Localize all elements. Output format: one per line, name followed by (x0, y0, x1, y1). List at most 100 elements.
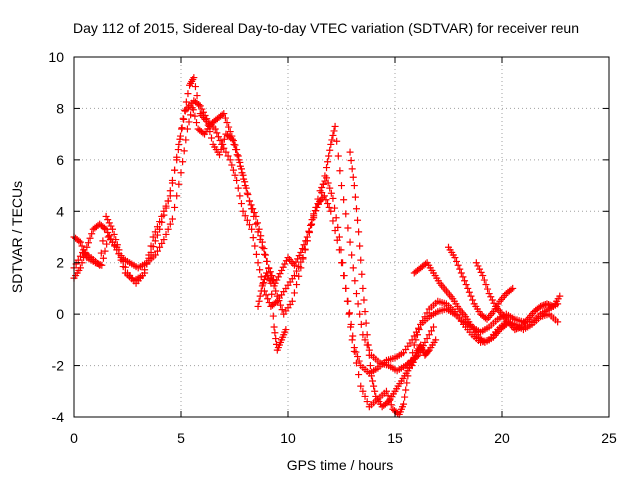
data-point (403, 379, 411, 387)
data-point (207, 134, 215, 142)
series-track-4 (254, 269, 290, 354)
data-point (265, 264, 273, 272)
data-point (409, 358, 417, 366)
data-point (480, 276, 488, 284)
data-point (257, 232, 265, 240)
data-point (281, 260, 289, 268)
series-track-1 (70, 74, 562, 418)
data-point (86, 234, 94, 242)
y-tick-label: -4 (52, 409, 65, 425)
data-point (233, 176, 241, 184)
data-point (325, 203, 333, 211)
data-point (195, 101, 203, 109)
data-point (427, 327, 435, 335)
data-point (329, 217, 337, 225)
data-point (361, 392, 369, 400)
data-point (269, 312, 277, 320)
data-point (242, 184, 250, 192)
data-point (350, 182, 358, 190)
data-point (119, 257, 127, 265)
data-point (166, 192, 174, 200)
data-point (178, 124, 186, 132)
data-point (96, 261, 104, 269)
data-point (198, 105, 206, 113)
data-point (358, 270, 366, 278)
data-point (104, 216, 112, 224)
data-point (234, 184, 242, 192)
data-point (465, 288, 473, 296)
data-point (260, 245, 268, 253)
data-point (256, 292, 264, 300)
data-point (290, 261, 298, 269)
data-point (408, 336, 416, 344)
data-point (349, 173, 357, 181)
data-point (214, 133, 222, 141)
y-tick-labels: -4 -2 0 2 4 6 8 10 (48, 49, 64, 425)
data-point (231, 141, 239, 149)
data-point (105, 219, 113, 227)
data-point (290, 289, 298, 297)
y-axis-label: SDTVAR / TECUs (9, 181, 25, 293)
data-point (121, 263, 129, 271)
data-point (234, 152, 242, 160)
data-point (369, 377, 377, 385)
data-point (273, 292, 281, 300)
x-tick-label: 10 (280, 430, 296, 446)
data-point (342, 210, 350, 218)
data-point (294, 255, 302, 263)
data-point (221, 114, 229, 122)
data-point (247, 201, 255, 209)
data-point (421, 338, 429, 346)
data-point (241, 178, 249, 186)
data-point (173, 153, 181, 161)
data-point (469, 296, 477, 304)
data-point (191, 112, 199, 120)
y-tick-label: -2 (52, 358, 65, 374)
data-point (252, 220, 260, 228)
data-points (70, 74, 564, 418)
data-point (168, 215, 176, 223)
data-point (346, 148, 354, 156)
data-point (538, 302, 546, 310)
data-point (454, 261, 462, 269)
data-point (279, 263, 287, 271)
data-point (162, 230, 170, 238)
data-point (332, 214, 340, 222)
data-point (537, 302, 545, 310)
data-point (410, 332, 418, 340)
data-point (176, 132, 184, 140)
data-point (342, 284, 350, 292)
data-point (331, 204, 339, 212)
data-point (190, 74, 198, 82)
data-point (88, 230, 96, 238)
data-point (338, 182, 345, 190)
data-point (302, 237, 310, 245)
data-point (185, 118, 193, 126)
data-point (251, 242, 259, 250)
series-track-3 (70, 99, 438, 375)
data-point (479, 272, 487, 280)
data-point (346, 309, 354, 317)
data-point (402, 386, 410, 394)
data-point (162, 202, 170, 210)
data-point (295, 252, 303, 260)
data-point (199, 129, 207, 137)
data-point (228, 132, 236, 140)
data-point (467, 292, 475, 300)
data-point (347, 157, 355, 164)
data-point (462, 281, 470, 289)
data-point (180, 147, 188, 155)
data-point (481, 314, 489, 322)
data-point (224, 152, 232, 160)
data-point (351, 277, 359, 285)
data-point (255, 297, 263, 305)
data-point (271, 329, 279, 337)
data-point (112, 236, 120, 244)
data-point (248, 225, 256, 233)
data-point (147, 242, 155, 250)
data-point (107, 235, 115, 243)
data-point (217, 146, 225, 154)
data-point (193, 92, 201, 100)
data-point (297, 264, 305, 272)
data-point (109, 225, 117, 233)
